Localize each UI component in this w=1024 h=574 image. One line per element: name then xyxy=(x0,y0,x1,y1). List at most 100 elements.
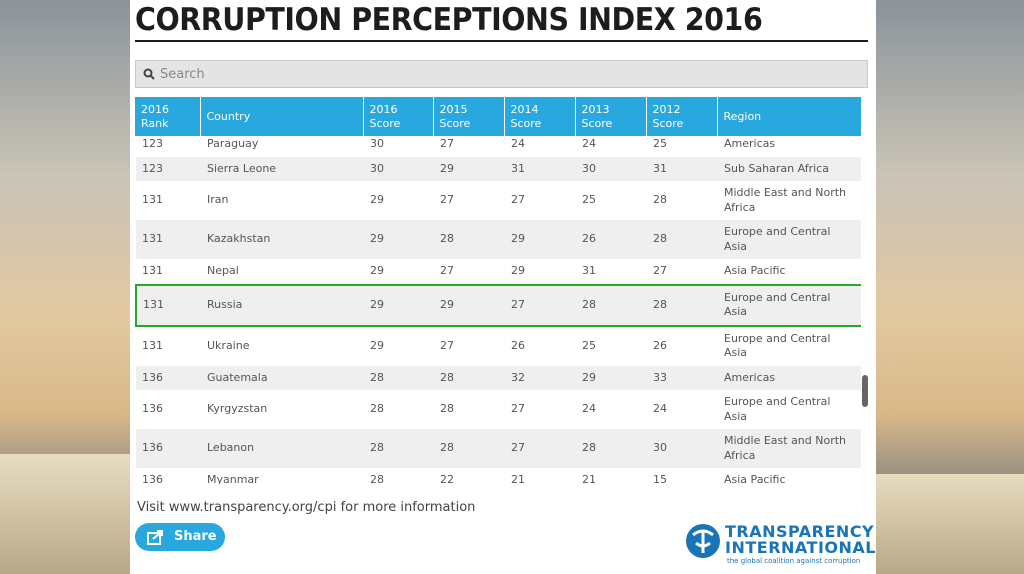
table-cell: 26 xyxy=(511,338,525,352)
table-cell: 27 xyxy=(511,402,525,416)
background-building xyxy=(0,454,130,574)
widget-panel: CORRUPTION PERCEPTIONS INDEX 2016 Search… xyxy=(130,0,876,574)
header-cell: Region xyxy=(717,97,861,136)
table-row: 131 Nepal 29 27 29 31 27 Asia Pacific xyxy=(136,259,861,285)
table-cell: 27 xyxy=(440,137,454,150)
table-cell: 136 xyxy=(136,365,201,390)
table-row: 136 Kyrgyzstan 28 28 27 24 24 Europe and Centra… xyxy=(136,390,861,429)
table-cell: 25 xyxy=(582,338,596,352)
table-cell: 28 xyxy=(370,473,384,484)
table-cell: 27 xyxy=(511,193,525,207)
table-cell: 31 xyxy=(505,156,576,181)
table-row: 131 Ukraine 29 27 26 25 26 Europe and Central A… xyxy=(136,326,861,366)
table-body: 123 Paraguay 30 27 24 24 25 Americas 123 Sierra L… xyxy=(135,136,861,484)
table-container: 2016 Rank Country 2016 Score 2015 Score 2014… xyxy=(135,97,861,484)
search-placeholder: Search xyxy=(160,67,205,82)
logo-line: TRANSPARENCY xyxy=(725,522,875,541)
search-icon xyxy=(143,68,155,80)
search-box[interactable]: Search xyxy=(135,60,868,88)
table-cell: 29 xyxy=(434,156,505,181)
table-cell: Paraguay xyxy=(207,137,259,150)
table-cell: 131 xyxy=(142,264,163,277)
header-cell: 2014 Score xyxy=(504,97,576,136)
table-row: 136 Lebanon 28 28 27 28 30 Middle East and Nort… xyxy=(136,429,861,468)
table-cell: 29 xyxy=(511,264,525,277)
logo: TRANSPARENCY INTERNATIONAL the global co… xyxy=(685,520,875,570)
table-cell: 28 xyxy=(370,402,384,416)
table-cell: 21 xyxy=(582,473,596,484)
table-cell: 29 xyxy=(364,283,434,327)
table-cell: 27 xyxy=(440,338,454,352)
table-cell: 21 xyxy=(511,473,525,484)
table-cell: 28 xyxy=(440,402,454,416)
info-text: Visit www.transparency.org/cpi for more … xyxy=(137,500,476,515)
table-cell: 28 xyxy=(576,283,647,327)
table-cell: 27 xyxy=(440,193,454,207)
header-cell: Country xyxy=(200,97,364,136)
table-cell: 131 xyxy=(136,220,201,259)
logo-icon xyxy=(686,524,720,558)
table-cell: 136 xyxy=(136,429,201,468)
table-cell: 29 xyxy=(576,365,647,390)
table-cell: 31 xyxy=(582,264,596,277)
table-cell: 24 xyxy=(511,137,525,150)
table-cell: Europe and Central Asia xyxy=(718,283,861,327)
table-row: 131 Kazakhstan 29 28 29 26 28 Europe and Centra… xyxy=(136,220,861,259)
table-cell: Europe and Central Asia xyxy=(718,220,861,259)
table-cell: Sierra Leone xyxy=(201,156,364,181)
table-cell: 29 xyxy=(370,193,384,207)
table-cell: 29 xyxy=(505,220,576,259)
table-cell: 24 xyxy=(653,402,667,416)
table-row: 136 Guatemala 28 28 32 29 33 Americas xyxy=(136,365,861,390)
table-cell: Middle East and North Africa xyxy=(718,429,861,468)
share-icon xyxy=(147,530,163,545)
table-cell: 25 xyxy=(582,193,596,207)
page-title: CORRUPTION PERCEPTIONS INDEX 2016 xyxy=(135,2,763,38)
logo-tagline: the global coalition against corruption xyxy=(727,557,861,565)
table-cell: Nepal xyxy=(207,264,239,277)
table-cell: 136 xyxy=(142,473,163,484)
header-cell: 2016 Rank xyxy=(135,97,201,136)
table-cell: Americas xyxy=(718,365,861,390)
header-cell: 2016 Score xyxy=(363,97,434,136)
share-button[interactable]: Share xyxy=(135,523,225,551)
table-cell: Asia Pacific xyxy=(724,473,786,484)
header-cell: 2013 Score xyxy=(575,97,647,136)
table-cell: 27 xyxy=(440,264,454,277)
table-cell: Iran xyxy=(207,193,229,207)
table-cell: 15 xyxy=(653,473,667,484)
table-cell: Kazakhstan xyxy=(201,220,364,259)
table-row: 131 Russia 29 29 27 28 28 Europe and Central As… xyxy=(135,283,861,327)
table-cell: Myanmar xyxy=(207,473,259,484)
table-row: 136 Myanmar 28 22 21 21 15 Asia Pacific xyxy=(136,468,861,484)
table-cell: 24 xyxy=(582,402,596,416)
table-cell: Lebanon xyxy=(201,429,364,468)
table-cell: 32 xyxy=(505,365,576,390)
table-cell: 28 xyxy=(434,365,505,390)
table-cell: 30 xyxy=(576,156,647,181)
share-label: Share xyxy=(174,529,217,544)
table-cell: 27 xyxy=(505,429,576,468)
table-cell: Russia xyxy=(201,283,364,327)
table-cell: 26 xyxy=(576,220,647,259)
table-cell: 28 xyxy=(434,429,505,468)
table-cell: 123 xyxy=(136,156,201,181)
table-cell: 29 xyxy=(370,264,384,277)
table-cell: Europe and Central Asia xyxy=(724,395,831,423)
table-cell: 28 xyxy=(647,283,718,327)
header-row: 2016 Rank Country 2016 Score 2015 Score 2014… xyxy=(135,97,861,136)
scrollbar-thumb[interactable] xyxy=(862,375,868,407)
table-cell: 131 xyxy=(142,338,163,352)
table-cell: 27 xyxy=(653,264,667,277)
table-cell: Kyrgyzstan xyxy=(207,402,268,416)
table-cell: 31 xyxy=(647,156,718,181)
table-cell: 29 xyxy=(434,283,505,327)
header-cell: 2015 Score xyxy=(433,97,505,136)
table-row: 123 Paraguay 30 27 24 24 25 Americas xyxy=(136,136,861,157)
table-header: 2016 Rank Country 2016 Score 2015 Score 2014… xyxy=(135,97,861,136)
table-cell: Sub Saharan Africa xyxy=(718,156,861,181)
table-cell: 131 xyxy=(135,283,201,327)
table-cell: 30 xyxy=(647,429,718,468)
table-cell: 28 xyxy=(434,220,505,259)
table-cell: 26 xyxy=(653,338,667,352)
